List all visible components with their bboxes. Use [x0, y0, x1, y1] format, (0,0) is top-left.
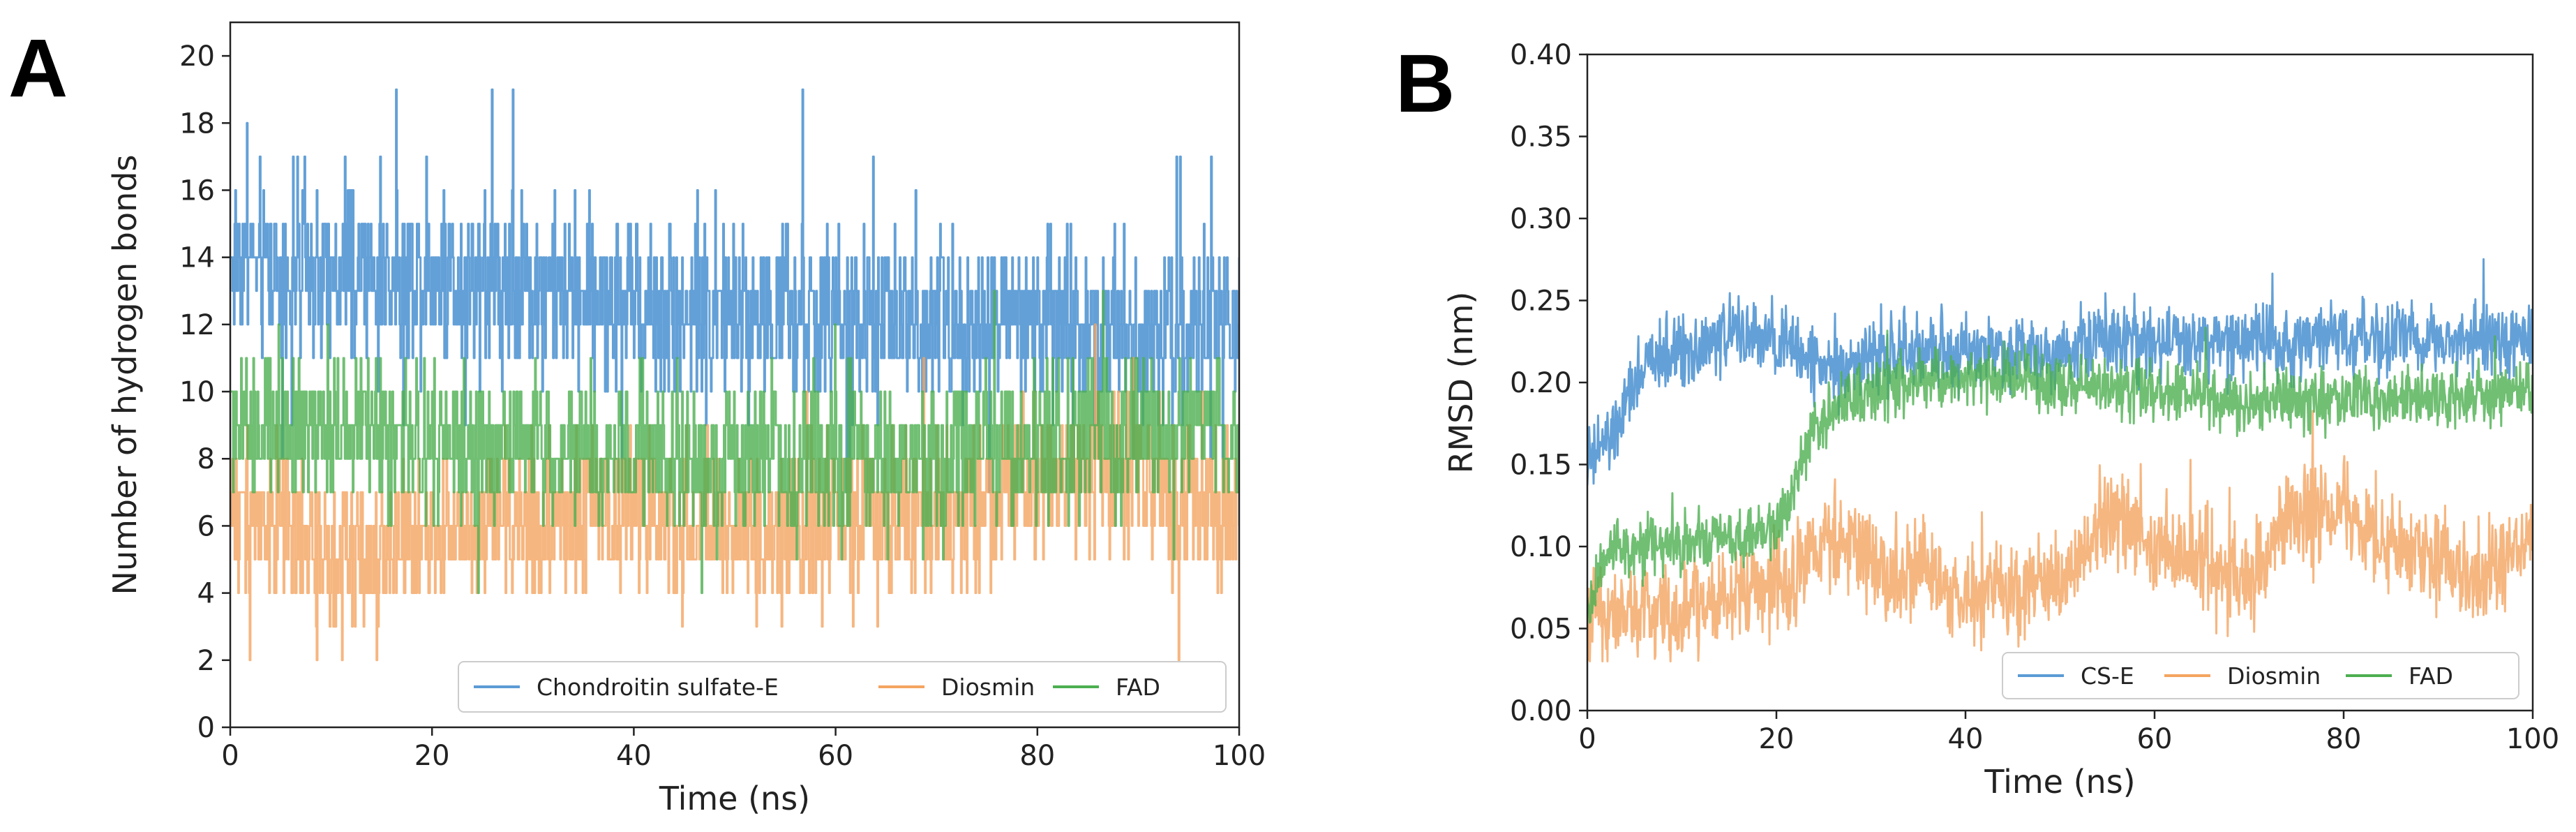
- x-tick-label: 0: [221, 740, 239, 772]
- hydrogen-bonds-chart: 0 20 40 60 80 100 0 2 4 6 8 10 12 14 16 18 20 Time (ns) Nu…: [106, 21, 1266, 817]
- y-tick-label: 0.00: [1510, 695, 1572, 727]
- legend-label: Diosmin: [941, 674, 1035, 701]
- y-tick-label: 6: [197, 510, 215, 542]
- legend-label: Diosmin: [2227, 662, 2321, 690]
- legend-label: CS-E: [2081, 662, 2134, 690]
- x-tick-label: 20: [1759, 723, 1795, 755]
- y-tick-label: 12: [179, 309, 215, 341]
- y-tick-label: 14: [179, 242, 215, 274]
- legend: Chondroitin sulfate-E Diosmin FAD: [458, 661, 1227, 713]
- y-tick-label: 0.40: [1510, 39, 1572, 71]
- x-tick-label: 100: [2506, 723, 2559, 755]
- x-tick-label: 60: [818, 740, 853, 772]
- y-axis-label: RMSD (nm): [1442, 292, 1480, 474]
- x-tick-label: 0: [1578, 723, 1596, 755]
- legend: CS-E Diosmin FAD: [2002, 652, 2519, 699]
- y-tick-label: 0.35: [1510, 121, 1572, 154]
- panel-a-label: A: [8, 22, 68, 114]
- series-line-cs-e: [1587, 258, 2533, 486]
- x-tick-label: 80: [2326, 723, 2362, 755]
- rmsd-chart: 0 20 40 60 80 100 0.00 0.05 0.10 0.15 0.20 0.25 0.30…: [1442, 39, 2559, 801]
- x-axis-label: Time (ns): [1984, 763, 2135, 801]
- y-tick-label: 16: [179, 174, 215, 207]
- x-tick-label: 40: [616, 740, 652, 772]
- y-tick-label: 0.20: [1510, 367, 1572, 399]
- legend-label: Chondroitin sulfate-E: [537, 674, 779, 701]
- y-axis-label: Number of hydrogen bonds: [106, 155, 144, 595]
- x-tick-label: 20: [414, 740, 450, 772]
- y-tick-label: 0.25: [1510, 285, 1572, 318]
- x-tick-label: 40: [1948, 723, 1984, 755]
- series-line-fad: [1587, 327, 2533, 624]
- panel-b-label: B: [1395, 38, 1455, 130]
- y-tick-label: 18: [179, 107, 215, 140]
- series-line-fad: [230, 290, 1239, 595]
- x-tick-label: 100: [1213, 740, 1266, 772]
- y-tick-label: 4: [197, 578, 215, 610]
- y-tick-label: 8: [197, 443, 215, 475]
- legend-label: FAD: [1116, 674, 1160, 701]
- y-tick-label: 0: [197, 712, 215, 744]
- y-tick-label: 10: [179, 376, 215, 408]
- series-line-diosmin: [1587, 410, 2533, 662]
- series-line-chondroitin-sulfate-e: [230, 88, 1239, 493]
- y-tick-label: 20: [179, 40, 215, 73]
- x-axis-label: Time (ns): [659, 780, 810, 817]
- x-tick-label: 60: [2137, 723, 2173, 755]
- y-tick-label: 0.05: [1510, 614, 1572, 646]
- x-tick-label: 80: [1019, 740, 1055, 772]
- y-tick-label: 0.30: [1510, 203, 1572, 235]
- y-tick-label: 0.10: [1510, 531, 1572, 563]
- plot-frame: [229, 21, 1241, 729]
- legend-label: FAD: [2409, 662, 2453, 690]
- y-tick-label: 0.15: [1510, 450, 1572, 482]
- y-tick-label: 2: [197, 645, 215, 677]
